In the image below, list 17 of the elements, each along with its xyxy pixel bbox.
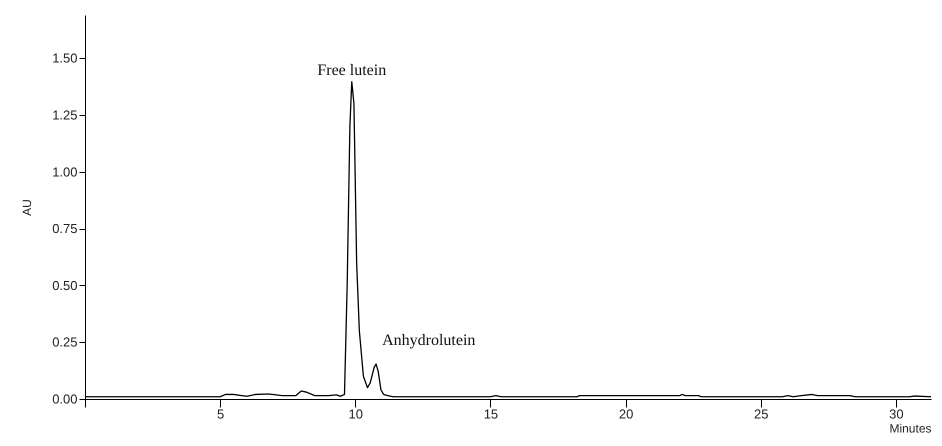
x-tick-label: 5 <box>217 406 224 422</box>
x-tick-label: 20 <box>618 406 634 422</box>
y-tick-label: 0.75 <box>52 221 78 236</box>
y-tick-label: 0.00 <box>52 392 78 406</box>
y-axis-title: AU <box>20 199 34 216</box>
annotation: Anhydrolutein <box>382 332 476 350</box>
x-tick-label: 10 <box>348 406 364 422</box>
annotation: Free lutein <box>317 62 386 79</box>
y-tick-label: 1.25 <box>52 107 78 122</box>
x-tick-label: 30 <box>889 406 904 422</box>
x-axis-title: Minutes <box>889 422 932 436</box>
y-tick-label: 0.25 <box>52 334 78 350</box>
y-tick-label: 1.50 <box>52 50 78 66</box>
x-tick-label: 15 <box>484 406 498 422</box>
x-tick-label: 25 <box>754 406 768 422</box>
y-tick-label: 1.00 <box>52 164 78 180</box>
y-tick-label: 0.50 <box>52 278 78 293</box>
